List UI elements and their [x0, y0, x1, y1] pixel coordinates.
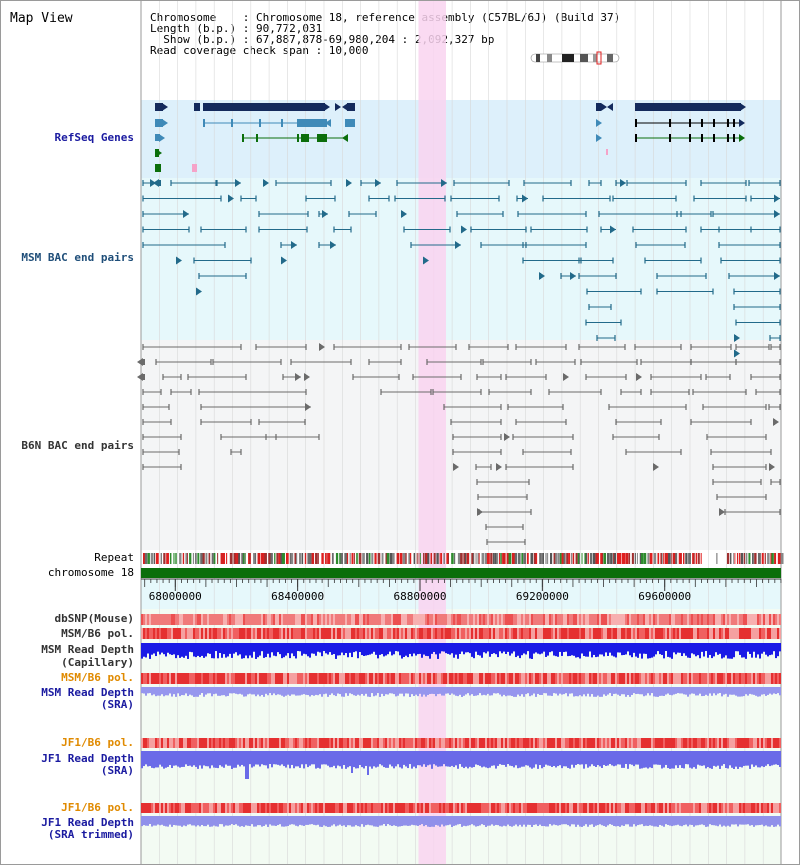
- heat-track-jf1-pol-2: [141, 803, 781, 813]
- msm-bac-track[interactable]: [142, 179, 781, 358]
- label-jf1-b6-pol-2: JF1/B6 pol.: [61, 801, 134, 814]
- label-chromosome: chromosome 18: [47, 566, 134, 579]
- axis-tick-label: 69200000: [516, 590, 569, 603]
- label-capillary: (Capillary): [61, 656, 134, 669]
- refseq-genes-track[interactable]: [155, 103, 746, 172]
- info-length: Length (b.p.) : 90,772,031: [150, 22, 323, 35]
- label-dbsnp: dbSNP(Mouse): [54, 612, 134, 625]
- depth-track-jf1-sra-trimmed: [141, 816, 781, 827]
- view-title: Map View: [10, 11, 73, 26]
- label-msm-bac: MSM BAC end pairs: [21, 251, 134, 264]
- info-chromosome: Chromosome : Chromosome 18, reference as…: [150, 11, 621, 24]
- axis-tick-label: 68400000: [271, 590, 324, 603]
- axis-tick-label: 68800000: [394, 590, 447, 603]
- heat-track-dbsnp: [141, 614, 781, 625]
- label-msm-b6-pol-2: MSM/B6 pol.: [61, 671, 134, 684]
- heat-track-msm-pol-1: [141, 628, 781, 639]
- heat-track-msm-pol-2: [141, 673, 781, 684]
- msm-track-bg: [141, 178, 781, 340]
- label-msm-sra: (SRA): [100, 698, 134, 711]
- chromosome-info: Chromosome : Chromosome 18, reference as…: [150, 12, 620, 56]
- label-jf1-sra-trimmed: (SRA trimmed): [47, 828, 134, 841]
- axis-track-bg: [141, 579, 781, 609]
- repeat-track[interactable]: [143, 553, 784, 564]
- label-b6n-bac: B6N BAC end pairs: [21, 439, 134, 452]
- label-refseq-genes: RefSeq Genes: [54, 131, 134, 144]
- position-axis: 68000000 68400000 68800000 69200000 69600000: [141, 578, 782, 603]
- highlight-region[interactable]: [418, 1, 446, 864]
- refseq-track-bg: [141, 100, 781, 178]
- heat-track-jf1-pol-1: [141, 738, 781, 748]
- label-jf1-b6-pol-1: JF1/B6 pol.: [61, 736, 134, 749]
- depth-track-jf1-sra: [141, 751, 781, 779]
- polymorphism-heat-tracks[interactable]: [141, 614, 781, 813]
- label-msm-read-depth-sra: MSM Read Depth: [41, 686, 134, 699]
- label-msm-b6-pol-1: MSM/B6 pol.: [61, 627, 134, 640]
- chromosome-bar: [141, 568, 781, 578]
- b6n-bac-track[interactable]: [137, 343, 781, 545]
- label-jf1-read-depth-trim: JF1 Read Depth: [41, 816, 134, 829]
- label-jf1-sra: (SRA): [100, 764, 134, 777]
- b6n-track-bg: [141, 340, 781, 550]
- info-coverage: Read coverage check span : 10,000: [150, 44, 369, 57]
- read-depth-tracks[interactable]: [141, 643, 781, 827]
- label-repeat: Repeat: [94, 551, 134, 564]
- axis-tick-label: 69600000: [638, 590, 691, 603]
- label-msm-read-depth-cap: MSM Read Depth: [41, 643, 134, 656]
- vertical-gridlines: [140, 1, 782, 864]
- label-jf1-read-depth-sra: JF1 Read Depth: [41, 752, 134, 765]
- depth-track-msm-sra: [141, 687, 781, 697]
- chromosome-ideogram[interactable]: [530, 51, 620, 65]
- axis-tick-label: 68000000: [149, 590, 202, 603]
- depth-track-msm-capillary: [141, 643, 781, 659]
